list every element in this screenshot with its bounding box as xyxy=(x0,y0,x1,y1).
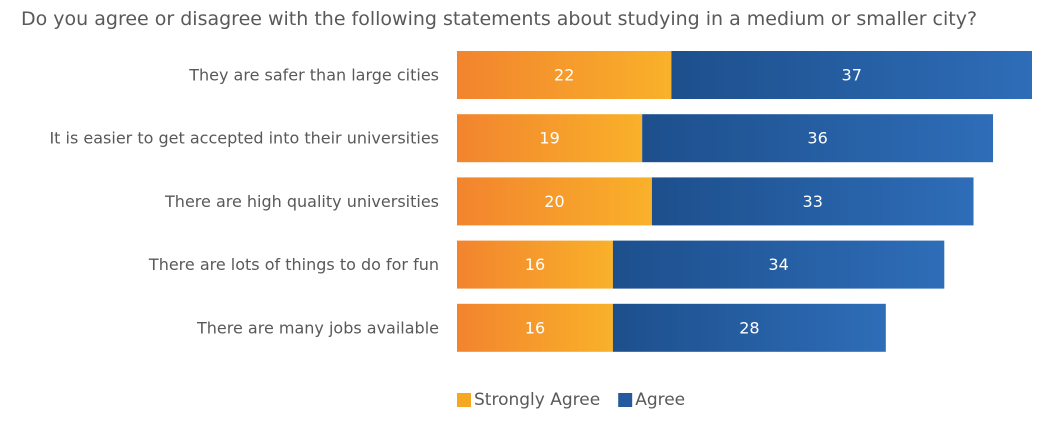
legend-label: Strongly Agree xyxy=(474,390,600,410)
data-label: 33 xyxy=(803,192,823,211)
data-label: 16 xyxy=(525,255,545,274)
data-label: 22 xyxy=(554,66,574,85)
data-label: 20 xyxy=(544,192,564,211)
category-label: It is easier to get accepted into their … xyxy=(49,129,439,148)
legend-swatch xyxy=(457,393,471,407)
category-label: There are high quality universities xyxy=(164,192,439,211)
data-label: 34 xyxy=(768,255,788,274)
data-label: 16 xyxy=(525,318,545,337)
data-label: 28 xyxy=(739,318,759,337)
legend: Strongly Agree Agree xyxy=(457,390,685,410)
data-label: 37 xyxy=(842,66,862,85)
data-label: 19 xyxy=(539,129,559,148)
bars-group: They are safer than large cities 22 37 It i… xyxy=(49,51,1032,352)
category-label: There are lots of things to do for fun xyxy=(148,255,439,274)
legend-swatch xyxy=(618,393,632,407)
category-label: There are many jobs available xyxy=(196,318,439,337)
category-label: They are safer than large cities xyxy=(188,66,439,85)
legend-label: Agree xyxy=(635,390,685,410)
data-label: 36 xyxy=(807,129,827,148)
